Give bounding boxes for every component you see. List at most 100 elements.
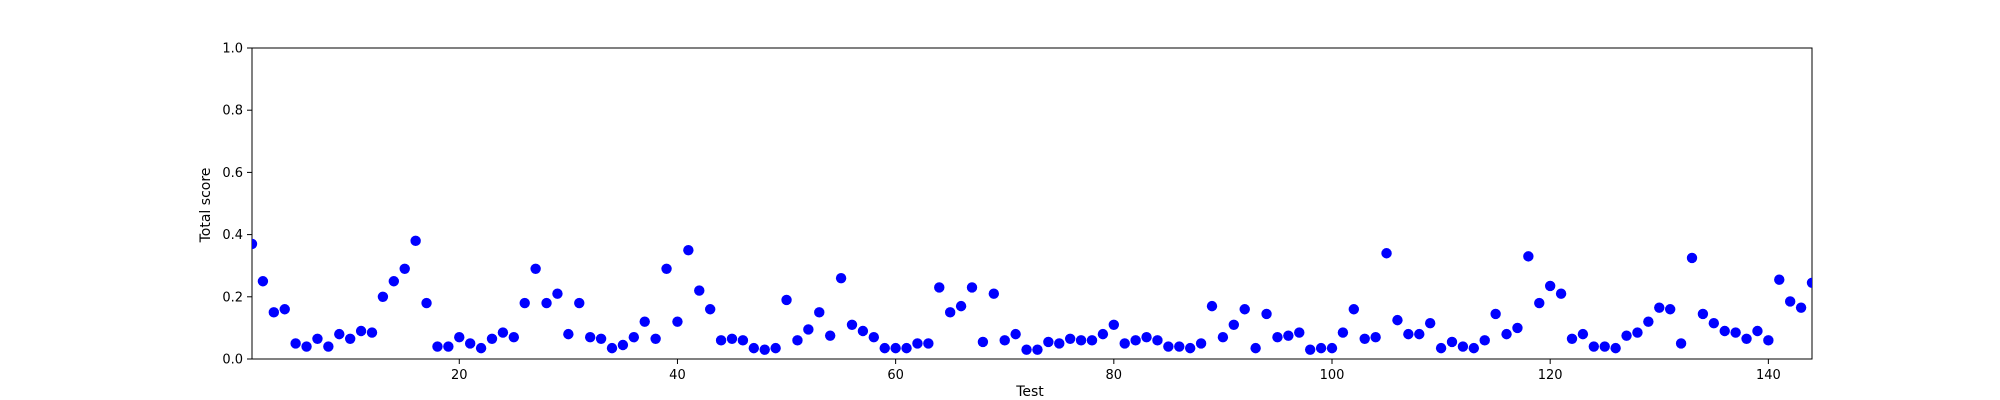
data-point <box>715 335 727 346</box>
y-tick-label: 0.6 <box>222 166 243 181</box>
data-point <box>1523 251 1534 262</box>
data-point <box>344 333 356 344</box>
data-point <box>683 244 694 256</box>
data-point <box>1719 325 1730 337</box>
data-point <box>955 300 967 312</box>
data-point <box>923 338 934 349</box>
data-point <box>1763 335 1774 346</box>
data-point <box>694 285 705 296</box>
data-point <box>1064 333 1076 344</box>
data-point <box>1097 328 1109 340</box>
y-axis-label: Total score <box>198 168 214 244</box>
data-point <box>977 336 989 348</box>
data-point <box>1501 328 1512 340</box>
data-point <box>377 291 389 302</box>
data-point <box>595 333 607 344</box>
data-point <box>944 307 956 318</box>
data-point <box>1435 342 1447 354</box>
data-point <box>1675 338 1687 349</box>
data-point <box>1010 328 1021 340</box>
data-point <box>1708 318 1720 329</box>
data-point <box>410 235 421 247</box>
data-point <box>366 327 378 338</box>
data-point <box>323 341 334 352</box>
data-point <box>519 297 530 309</box>
data-point <box>1141 332 1152 343</box>
x-axis: 20 40 60 80 100 120 140 <box>451 359 1781 383</box>
data-point <box>1250 342 1261 354</box>
data-point <box>475 342 487 354</box>
y-tick-label: 0.4 <box>222 228 243 243</box>
data-point <box>1784 296 1796 307</box>
data-point <box>726 333 738 344</box>
data-point <box>388 276 400 287</box>
data-point <box>1621 330 1632 341</box>
data-point <box>252 238 258 250</box>
data-point <box>1446 336 1458 348</box>
data-point <box>584 332 596 343</box>
data-point <box>835 272 847 284</box>
data-point <box>1337 327 1349 338</box>
x-axis-label: Test <box>1015 384 1044 400</box>
y-axis: 0.0 0.2 0.4 0.6 0.8 1.0 <box>222 42 252 368</box>
data-point <box>1686 252 1698 264</box>
data-point <box>399 263 410 275</box>
data-points <box>252 235 1812 355</box>
data-point <box>846 319 858 330</box>
x-tick-label: 80 <box>1106 368 1123 383</box>
data-point <box>912 338 923 349</box>
data-point <box>1424 318 1436 329</box>
data-point <box>421 297 432 309</box>
data-point <box>279 304 290 315</box>
data-point <box>1381 248 1392 259</box>
data-point <box>1588 341 1600 352</box>
data-point <box>1326 342 1338 354</box>
x-tick-label: 40 <box>669 368 686 383</box>
data-point <box>1490 308 1501 320</box>
data-point <box>1632 327 1643 338</box>
data-point <box>748 342 760 354</box>
data-point <box>606 342 618 354</box>
data-point <box>1577 328 1589 340</box>
y-tick-label: 0.0 <box>222 353 243 368</box>
data-point <box>1228 319 1240 330</box>
data-point <box>1752 325 1763 337</box>
data-point <box>1239 304 1250 315</box>
data-point <box>868 332 880 343</box>
data-point <box>1130 335 1141 346</box>
data-point <box>1697 308 1709 320</box>
data-point <box>999 335 1010 346</box>
data-point <box>1610 342 1621 354</box>
data-point <box>1206 300 1218 312</box>
data-point <box>1152 335 1163 346</box>
data-point <box>508 332 520 343</box>
data-point <box>803 324 814 335</box>
data-point <box>1119 338 1130 349</box>
x-tick-label: 120 <box>1538 368 1563 383</box>
data-point <box>1108 319 1120 330</box>
data-point <box>464 338 476 349</box>
data-point <box>1654 302 1665 313</box>
data-point <box>1086 335 1098 346</box>
data-point <box>1414 328 1425 340</box>
data-point <box>1806 277 1812 289</box>
data-point <box>650 333 661 344</box>
data-point <box>617 339 629 351</box>
y-tick-label: 0.8 <box>222 104 243 119</box>
data-point <box>1174 341 1185 352</box>
data-point <box>1599 341 1610 352</box>
data-point <box>1184 342 1196 354</box>
data-point <box>1392 314 1403 326</box>
data-point <box>1054 338 1065 349</box>
data-point <box>541 297 552 309</box>
data-point <box>781 294 792 306</box>
data-point <box>988 288 1000 299</box>
data-point <box>704 304 716 315</box>
data-point <box>1315 342 1327 354</box>
data-point <box>1741 333 1752 344</box>
data-point <box>312 333 323 344</box>
data-point <box>814 307 825 318</box>
data-point <box>759 344 770 355</box>
data-point <box>792 335 803 346</box>
